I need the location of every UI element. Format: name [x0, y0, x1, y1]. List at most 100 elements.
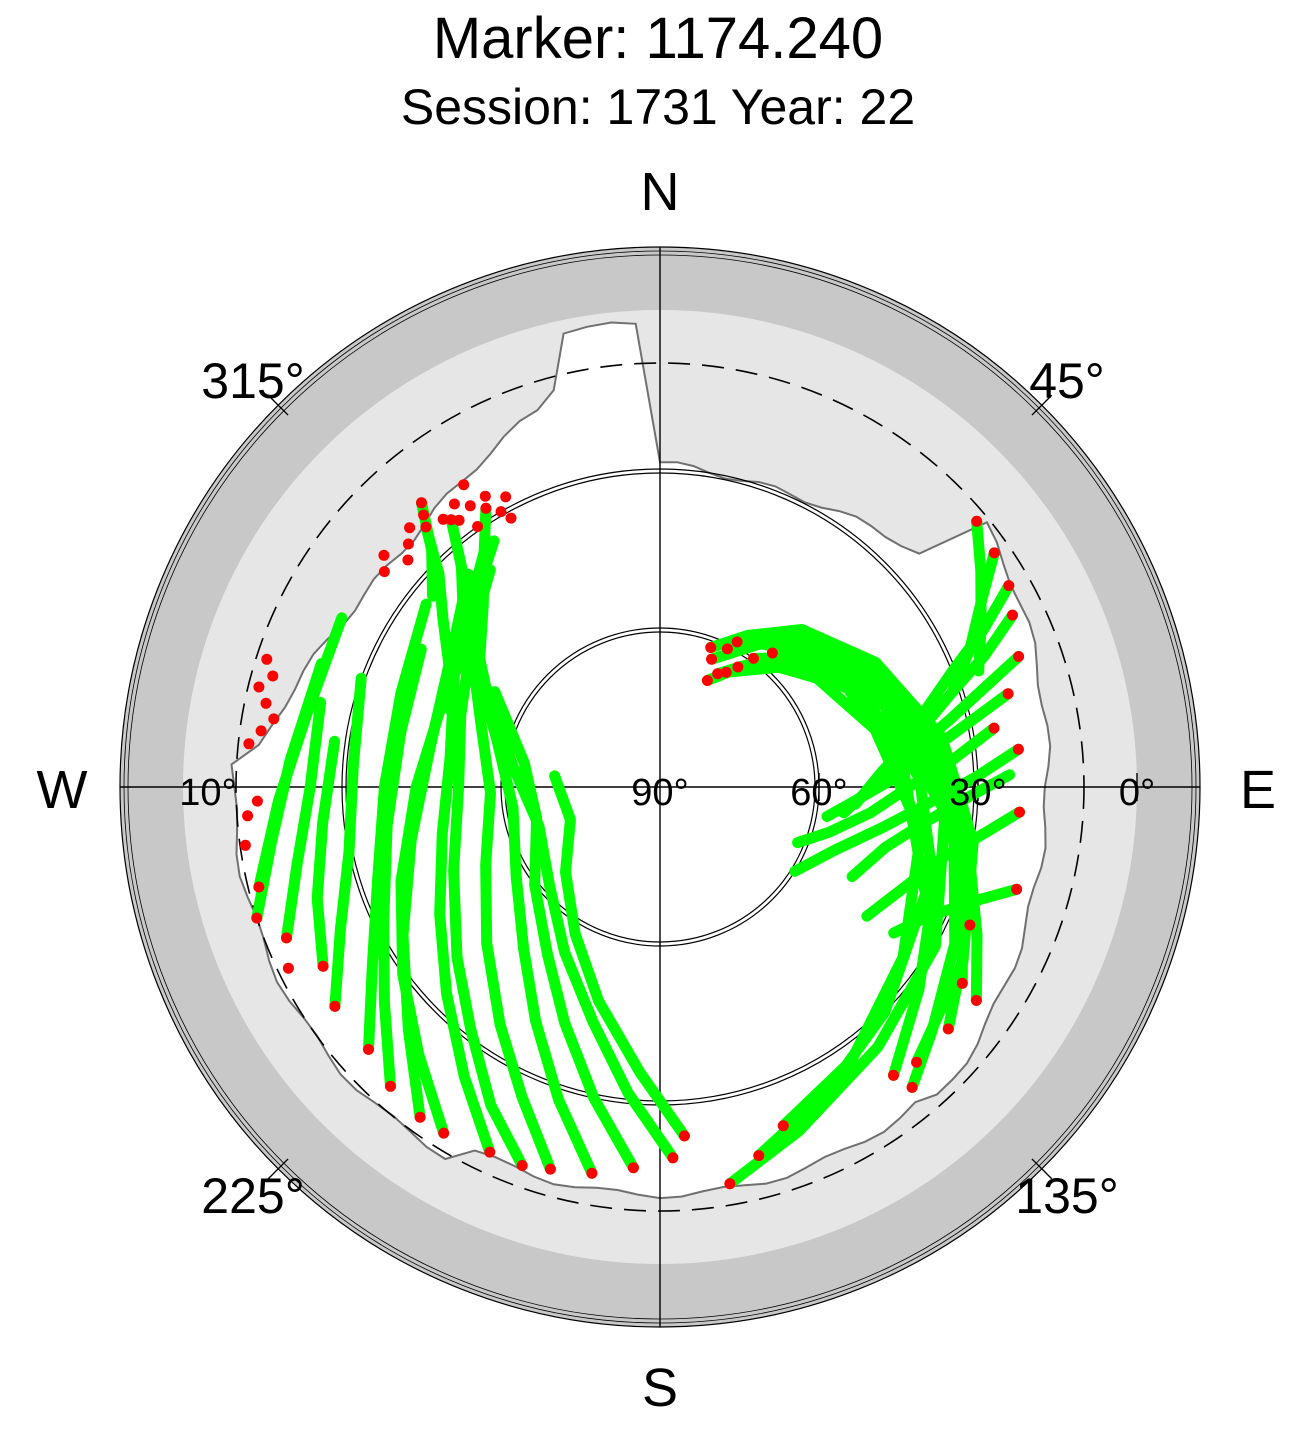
flagged-point — [678, 1130, 690, 1142]
flagged-point — [1014, 806, 1025, 818]
azimuth-tick-45 — [1031, 394, 1053, 416]
flagged-point — [268, 713, 280, 725]
flagged-point — [402, 538, 414, 550]
flagged-point — [402, 554, 414, 566]
track-40 — [474, 502, 492, 662]
flagged-point — [627, 1162, 639, 1174]
flagged-point — [732, 661, 744, 673]
flagged-point — [705, 642, 717, 653]
track-30 — [489, 686, 639, 1174]
track-18 — [885, 580, 1015, 760]
flagged-point — [251, 795, 263, 807]
flagged-point — [255, 725, 267, 737]
track-16 — [846, 769, 1016, 883]
compass-south: S — [642, 1358, 678, 1418]
flagged-point — [721, 643, 733, 655]
flagged-point — [1002, 688, 1014, 700]
flagged-point — [448, 498, 460, 510]
flagged-point — [701, 675, 713, 686]
azimuth-tick-315 — [267, 394, 289, 416]
flagged-point — [1003, 580, 1015, 592]
track-14 — [789, 743, 1024, 877]
track-15 — [849, 609, 1018, 810]
flagged-point — [472, 521, 484, 532]
flagged-point — [500, 491, 512, 503]
axis-labels: 45° 135° 225° 315° 90° 60° 30° 0° 10° — [179, 353, 1155, 1224]
flagged-point — [437, 513, 449, 525]
flagged-point — [988, 722, 1000, 734]
flagged-point — [667, 1152, 679, 1164]
compass-west: W — [37, 760, 88, 820]
flagged-point — [971, 515, 983, 527]
track-31 — [549, 770, 690, 1142]
flagged-point — [480, 502, 492, 514]
flagged-point — [420, 521, 432, 533]
flagged-point — [363, 1043, 374, 1055]
flagged-point — [329, 1000, 341, 1012]
flagged-point — [253, 681, 265, 693]
flagged-point — [385, 1080, 396, 1092]
azimuth-label-45: 45° — [1029, 353, 1105, 409]
elevation-label-60: 60° — [790, 772, 847, 814]
flagged-point — [495, 506, 507, 518]
track-29 — [363, 598, 432, 1055]
flagged-point — [1011, 883, 1023, 895]
flagged-point — [731, 636, 743, 648]
polar-plot-area — [119, 246, 1201, 1328]
flagged-point — [942, 1023, 954, 1035]
flagged-point — [378, 566, 390, 578]
flagged-point — [453, 514, 465, 526]
flagged-point — [260, 697, 272, 709]
track-21 — [971, 515, 987, 677]
flagged-point — [317, 960, 329, 972]
chart-subtitle: Session: 1731 Year: 22 — [401, 79, 915, 135]
track-12 — [792, 722, 1000, 849]
azimuth-tick-135 — [1031, 1158, 1053, 1180]
flagged-point — [281, 932, 292, 944]
flagged-point — [479, 490, 491, 502]
flagged-point — [964, 919, 976, 931]
flagged-point — [706, 653, 718, 665]
track-17 — [861, 806, 1025, 922]
flagged-point — [888, 1069, 899, 1081]
track-34 — [311, 735, 341, 972]
flagged-point — [445, 514, 457, 526]
flagged-point — [1012, 743, 1024, 755]
track-32 — [465, 611, 679, 1164]
track-35 — [281, 696, 327, 944]
flagged-point — [438, 1127, 450, 1139]
flagged-point — [242, 810, 254, 822]
azimuth-label-135: 135° — [1015, 1168, 1118, 1224]
track-33 — [329, 672, 367, 1012]
elevation-label-10: 10° — [179, 772, 236, 814]
flagged-point — [251, 912, 263, 924]
track-28 — [378, 643, 427, 1092]
track-39 — [445, 514, 473, 663]
chart-title: Marker: 1174.240 — [433, 6, 883, 71]
flagged-point — [261, 653, 273, 665]
flagged-point — [988, 547, 1000, 559]
flagged-point — [416, 497, 427, 509]
flagged-point — [724, 1178, 736, 1190]
flagged-point — [378, 549, 390, 561]
compass-east: E — [1240, 760, 1276, 820]
azimuth-label-315: 315° — [201, 353, 304, 409]
flagged-point — [720, 666, 732, 678]
flagged-point — [1007, 609, 1018, 621]
flagged-point — [777, 1120, 789, 1132]
compass-north: N — [641, 162, 680, 222]
elevation-label-90: 90° — [631, 772, 688, 814]
flagged-point — [1013, 651, 1025, 662]
flagged-point — [458, 479, 470, 491]
flagged-point — [464, 500, 476, 512]
flagged-point — [712, 668, 724, 680]
flagged-point — [505, 512, 517, 524]
flagged-point — [753, 1150, 765, 1162]
flagged-point — [404, 522, 416, 534]
flagged-point — [414, 1111, 426, 1123]
flagged-point — [956, 977, 968, 989]
flagged-point — [239, 839, 251, 851]
flagged-point — [516, 1160, 528, 1171]
flagged-point — [243, 738, 255, 750]
